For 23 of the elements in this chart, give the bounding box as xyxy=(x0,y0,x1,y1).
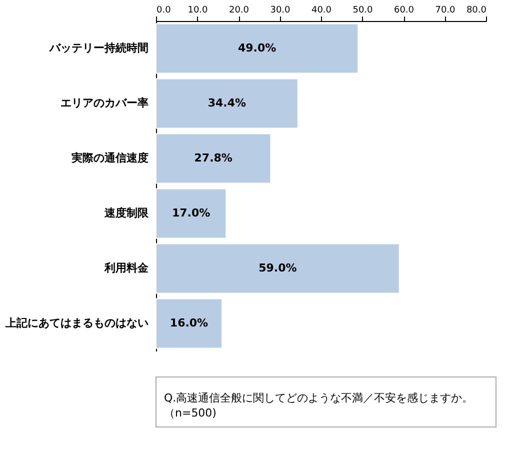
text: （n=500) xyxy=(164,406,216,420)
x-tick-label: 10.0 xyxy=(188,6,208,16)
x-tick-label: 40.0 xyxy=(311,6,332,16)
x-tick-label: 20.0 xyxy=(228,6,250,16)
data-label: 34.4% xyxy=(208,96,246,110)
x-tick-label: 60.0 xyxy=(394,6,414,16)
y-tick-label: 実際の通信速度 xyxy=(70,152,148,164)
x-tick-label: 30.0 xyxy=(270,6,291,16)
y-tick-label: 速度制限 xyxy=(104,206,150,220)
data-label: 49.0% xyxy=(238,42,276,54)
x-tick-label: 80.0 xyxy=(466,6,487,16)
data-label: 17.0% xyxy=(172,206,210,220)
data-label: 27.8% xyxy=(194,152,232,164)
y-tick-label: 利用料金 xyxy=(104,262,150,274)
x-tick-label: 70.0 xyxy=(435,6,456,16)
data-label: 16.0% xyxy=(170,316,208,330)
y-tick-label: バッテリー持続時間 xyxy=(48,42,148,54)
text: Q.高速通信全般に関してどのような不満／不安を感じますか。 xyxy=(164,392,474,404)
y-tick-label: エリアのカバー率 xyxy=(60,96,148,110)
x-tick-label: 0.0 xyxy=(156,6,172,16)
data-label: 59.0% xyxy=(258,262,297,274)
y-tick-label: 上記にあてはまるものはない xyxy=(4,316,148,330)
x-tick-label: 50.0 xyxy=(352,6,374,16)
